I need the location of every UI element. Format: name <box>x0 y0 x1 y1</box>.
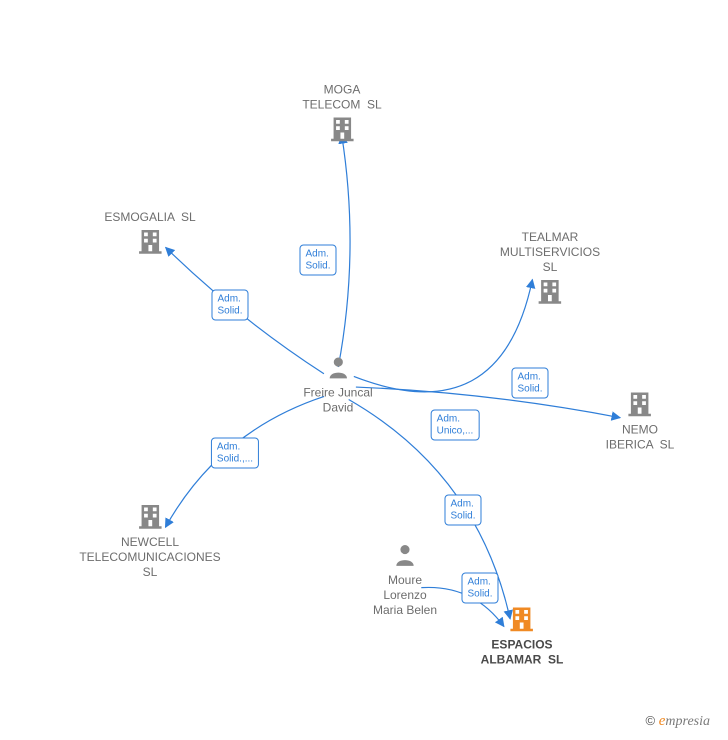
node-newcell[interactable]: NEWCELL TELECOMUNICACIONES SL <box>79 500 220 580</box>
node-label: ESMOGALIA SL <box>104 210 195 225</box>
person-icon <box>392 542 418 573</box>
node-freire[interactable]: Freire Juncal David <box>303 355 372 416</box>
copyright-symbol: © <box>646 713 656 728</box>
node-esmogalia[interactable]: ESMOGALIA SL <box>104 210 195 260</box>
person-icon <box>325 355 351 386</box>
building-icon <box>535 275 565 310</box>
building-icon <box>327 113 357 148</box>
edge-label: Adm. Solid. <box>299 245 336 276</box>
edge-freire-moga <box>338 135 350 367</box>
edge-label: Adm. Unico,... <box>431 410 480 441</box>
edge-label: Adm. Solid. <box>511 368 548 399</box>
node-label: MOGA TELECOM SL <box>302 83 381 113</box>
node-moga[interactable]: MOGA TELECOM SL <box>302 83 381 148</box>
node-moure[interactable]: Moure Lorenzo Maria Belen <box>373 542 437 618</box>
brand-rest: mpresia <box>665 714 710 729</box>
node-espacios[interactable]: ESPACIOS ALBAMAR SL <box>481 603 564 668</box>
node-nemo[interactable]: NEMO IBERICA SL <box>606 388 675 453</box>
edge-label: Adm. Solid. <box>444 495 481 526</box>
edge-freire-nemo <box>356 387 620 418</box>
building-icon <box>135 225 165 260</box>
node-tealmar[interactable]: TEALMAR MULTISERVICIOS SL <box>500 230 600 310</box>
node-label: Moure Lorenzo Maria Belen <box>373 573 437 618</box>
building-icon <box>135 500 165 535</box>
building-icon <box>507 603 537 638</box>
building-icon <box>625 388 655 423</box>
node-label: ESPACIOS ALBAMAR SL <box>481 638 564 668</box>
edge-label: Adm. Solid. <box>211 290 248 321</box>
node-label: TEALMAR MULTISERVICIOS SL <box>500 230 600 275</box>
edge-label: Adm. Solid.,... <box>211 438 259 469</box>
node-label: Freire Juncal David <box>303 386 372 416</box>
edge-label: Adm. Solid. <box>461 573 498 604</box>
node-label: NEWCELL TELECOMUNICACIONES SL <box>79 535 220 580</box>
node-label: NEMO IBERICA SL <box>606 423 675 453</box>
footer-attribution: © empresia <box>646 713 710 730</box>
